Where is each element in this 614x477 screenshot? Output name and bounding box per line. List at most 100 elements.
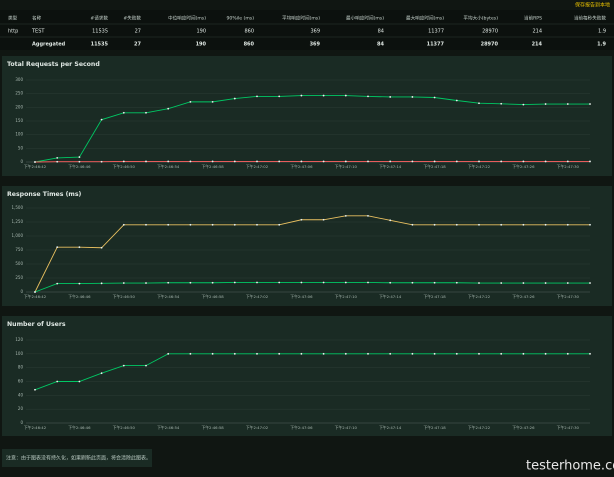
data-point: [34, 388, 36, 391]
data-point: [544, 282, 547, 284]
data-point: [122, 160, 125, 163]
table-cell: http: [8, 29, 18, 35]
data-point: [522, 103, 525, 106]
data-point: [122, 223, 125, 226]
data-point: [233, 160, 236, 163]
save-report-link[interactable]: 保存报告到本地: [575, 2, 610, 9]
table-header: 最大响应时间(ms): [406, 15, 444, 22]
x-tick-label: 下午2:47:02: [246, 164, 269, 169]
data-point: [167, 160, 170, 163]
series-line: [34, 215, 590, 293]
table-header: 名称: [32, 15, 42, 22]
series-line: [34, 161, 590, 163]
x-tick-label: 下午2:46:58: [201, 425, 224, 430]
data-point: [455, 160, 458, 163]
table-header: 当前RPS: [524, 15, 542, 22]
table-header: #失败数: [123, 15, 141, 22]
data-point: [256, 352, 258, 355]
data-point: [522, 352, 525, 355]
x-tick-label: 下午2:47:14: [379, 425, 402, 430]
data-point: [433, 96, 436, 99]
data-point: [566, 103, 569, 105]
data-point: [411, 352, 414, 355]
data-point: [433, 160, 436, 163]
data-point: [478, 352, 480, 355]
stats-table-bg: [0, 10, 614, 50]
table-cell: 860: [244, 42, 255, 48]
data-point: [478, 223, 480, 226]
x-tick-label: 下午2:46:46: [68, 164, 91, 169]
x-tick-label: 下午2:47:10: [335, 425, 358, 430]
x-tick-label: 下午2:46:46: [68, 425, 91, 430]
data-point: [189, 281, 192, 284]
data-point: [100, 118, 103, 121]
table-cell: 190: [196, 42, 207, 48]
data-point: [344, 214, 347, 217]
y-tick-label: 1,500: [12, 205, 24, 210]
data-point: [100, 282, 103, 285]
data-point: [544, 160, 547, 163]
data-point: [433, 281, 436, 284]
data-point: [233, 281, 236, 284]
data-point: [589, 160, 591, 163]
data-point: [300, 352, 303, 355]
table-cell: 214: [532, 29, 542, 35]
data-point: [500, 282, 503, 284]
x-tick-label: 下午2:47:18: [423, 294, 446, 299]
table-header: 类型: [8, 15, 18, 22]
x-tick-label: 下午2:47:06: [290, 294, 313, 299]
x-tick-label: 下午2:47:18: [423, 425, 446, 430]
data-point: [344, 281, 347, 284]
data-point: [367, 214, 369, 217]
y-tick-label: 200: [15, 104, 23, 109]
data-point: [189, 223, 192, 226]
table-cell: TEST: [31, 29, 45, 35]
data-point: [322, 94, 325, 97]
data-point: [389, 281, 392, 284]
data-point: [322, 352, 325, 355]
series-line: [34, 282, 590, 293]
data-point: [544, 103, 547, 105]
y-tick-label: 100: [15, 132, 23, 137]
data-point: [389, 219, 392, 222]
x-tick-label: 下午2:47:30: [557, 294, 580, 299]
table-header: 当前每秒失败数: [574, 15, 607, 22]
x-tick-label: 下午2:47:02: [246, 425, 269, 430]
x-tick-label: 下午2:47:18: [423, 164, 446, 169]
data-point: [455, 352, 458, 355]
data-point: [589, 282, 591, 284]
data-point: [500, 160, 503, 163]
data-point: [566, 352, 569, 355]
x-tick-label: 下午2:47:10: [335, 164, 358, 169]
data-point: [78, 282, 81, 285]
table-cell: 369: [310, 29, 320, 35]
table-cell: 214: [532, 42, 543, 48]
data-point: [256, 160, 258, 163]
data-point: [278, 160, 281, 163]
data-point: [256, 281, 258, 284]
data-point: [522, 223, 525, 226]
chart-title: Total Requests per Second: [7, 61, 100, 68]
data-point: [589, 103, 591, 105]
data-point: [56, 157, 59, 159]
data-point: [544, 352, 547, 355]
x-tick-label: 下午2:47:22: [468, 164, 491, 169]
data-point: [100, 160, 103, 163]
data-point: [589, 223, 591, 226]
data-point: [145, 111, 147, 114]
x-tick-label: 下午2:47:30: [557, 425, 580, 430]
data-point: [78, 246, 81, 249]
data-point: [278, 281, 281, 284]
data-point: [145, 364, 147, 367]
data-point: [211, 223, 214, 226]
data-point: [167, 352, 170, 355]
data-point: [100, 372, 103, 375]
y-tick-label: 500: [15, 261, 23, 266]
data-point: [522, 282, 525, 284]
table-header: 最小响应时间(ms): [346, 15, 384, 22]
table-cell: 84: [378, 29, 384, 35]
x-tick-label: 下午2:46:58: [201, 164, 224, 169]
x-tick-label: 下午2:46:50: [113, 294, 136, 299]
